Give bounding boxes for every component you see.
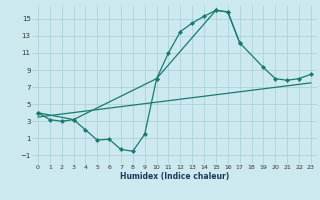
- X-axis label: Humidex (Indice chaleur): Humidex (Indice chaleur): [120, 172, 229, 181]
